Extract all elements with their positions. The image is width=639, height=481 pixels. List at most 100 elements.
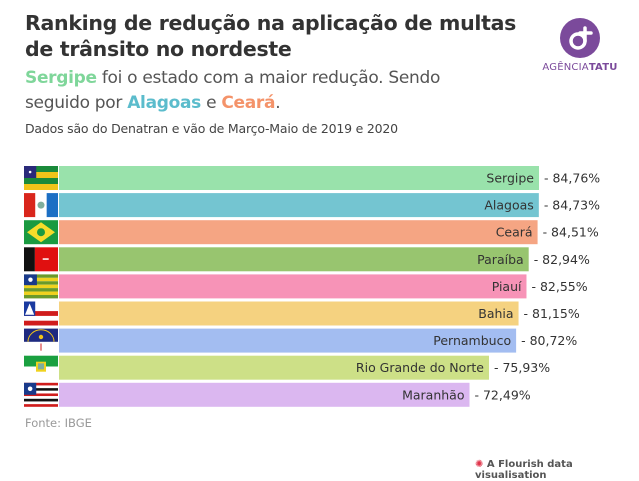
flag-part: [24, 320, 58, 326]
flag-maranhao: [24, 382, 58, 407]
flag-part: [24, 247, 35, 272]
logo-text: AGÊNCIATATU: [535, 62, 625, 73]
bar: [59, 247, 529, 272]
flag-part: [24, 172, 58, 178]
bar-category-label: Pernambuco: [433, 333, 511, 348]
bar-value-label: - 72,49%: [475, 387, 531, 402]
flag-part: [24, 178, 58, 184]
flag-sergipe: [24, 166, 58, 190]
source-note: Fonte: IBGE: [25, 416, 92, 430]
chart-note: Dados são do Denatran e vão de Março-Mai…: [25, 121, 398, 136]
bar: [59, 355, 489, 380]
bar-row: Sergipe - 84,76%: [24, 166, 600, 190]
bar: [59, 166, 539, 190]
bar-category-label: Ceará: [496, 225, 533, 240]
flag-piaui: [24, 274, 58, 299]
flag-part: [24, 311, 58, 316]
bar-value-label: - 75,93%: [494, 360, 550, 375]
flourish-credit[interactable]: ✺ A Flourish data visualisation: [475, 459, 639, 481]
bar-row: Paraíba - 82,94%: [24, 247, 590, 272]
bar-value-label: - 84,76%: [544, 171, 600, 186]
flourish-text: A Flourish data visualisation: [475, 459, 573, 481]
flag-bahia: [24, 301, 58, 326]
logo-text-light: AGÊNCIA: [542, 62, 589, 73]
logo-text-bold: TATU: [588, 62, 618, 73]
flag-part: [24, 388, 58, 391]
bar: [59, 301, 519, 326]
agencia-tatu-logo: AGÊNCIATATU: [535, 18, 625, 73]
bar-row: Maranhão - 72,49%: [24, 382, 531, 407]
bar-value-label: - 82,94%: [534, 252, 590, 267]
flag-part: [28, 170, 32, 174]
bar: [59, 382, 470, 407]
flag-part: [24, 193, 36, 218]
flag-part: [40, 343, 42, 351]
bar: [59, 220, 538, 245]
flag-rio-grande-do-norte: [24, 355, 58, 380]
flag-part: [24, 294, 58, 299]
bar-value-label: - 82,55%: [531, 279, 587, 294]
bar-category-label: Alagoas: [484, 198, 533, 213]
flag-part: [24, 284, 58, 289]
flag-part: [37, 201, 45, 209]
flag-pernambuco: [24, 328, 58, 353]
flag-part: [24, 281, 58, 285]
flag-part: [27, 386, 33, 392]
flag-ceara: [24, 220, 58, 245]
subtitle-part: Alagoas: [127, 93, 201, 113]
bar-row: Ceará - 84,51%: [24, 220, 599, 245]
flag-part: [42, 258, 49, 260]
flag-part: [24, 184, 58, 190]
bar-row: Alagoas - 84,73%: [24, 193, 600, 218]
flag-part: [24, 398, 58, 402]
flag-part: [38, 363, 44, 370]
flag-part: [24, 401, 58, 405]
bar-category-label: Paraíba: [477, 252, 524, 267]
flag-part: [24, 396, 58, 399]
subtitle-part: foi o estado com a maior redução. Sendo …: [25, 68, 441, 113]
flag-part: [24, 355, 58, 367]
logo-icon: [560, 18, 600, 58]
bar-value-label: - 81,15%: [524, 306, 580, 321]
bar-value-label: - 84,51%: [543, 225, 599, 240]
flag-part: [46, 193, 58, 218]
flag-part: [24, 385, 58, 389]
flag-part: [24, 291, 58, 295]
subtitle-part: e: [200, 93, 222, 113]
flag-part: [24, 288, 58, 292]
chart-subtitle: Sergipe foi o estado com a maior redução…: [25, 66, 505, 116]
bar-category-label: Rio Grande do Norte: [356, 360, 484, 375]
chart-title: Ranking de redução na aplicação de multa…: [25, 11, 517, 61]
flag-part: [24, 390, 58, 394]
bar: [59, 274, 527, 299]
bar-row: Piauí - 82,55%: [24, 274, 588, 299]
flag-part: [24, 404, 58, 407]
subtitle-part: Sergipe: [25, 68, 97, 88]
flag-part: [27, 329, 55, 342]
bar-row: Pernambuco - 80,72%: [24, 328, 577, 353]
flag-part: [25, 303, 35, 315]
flag-paraiba: [24, 247, 58, 272]
bar-category-label: Bahia: [478, 306, 513, 321]
bar-row: Bahia - 81,15%: [24, 301, 580, 326]
bar-value-label: - 80,72%: [521, 333, 577, 348]
flag-part: [24, 274, 58, 278]
bar: [59, 328, 517, 353]
flag-part: [24, 382, 58, 386]
flag-alagoas: [24, 193, 58, 218]
bar-row: Rio Grande do Norte - 75,93%: [24, 355, 550, 380]
bar: [59, 193, 539, 218]
bar-category-label: Sergipe: [486, 171, 534, 186]
flag-part: [28, 277, 33, 282]
flag-part: [37, 228, 45, 237]
bar-category-label: Piauí: [492, 279, 522, 294]
subtitle-part: Ceará: [221, 93, 276, 113]
flag-part: [24, 166, 58, 172]
flag-part: [24, 277, 58, 282]
bar-category-label: Maranhão: [402, 387, 464, 402]
bar-value-label: - 84,73%: [544, 198, 600, 213]
flag-part: [38, 334, 44, 340]
flourish-icon: ✺: [475, 459, 484, 470]
flag-part: [24, 393, 58, 397]
